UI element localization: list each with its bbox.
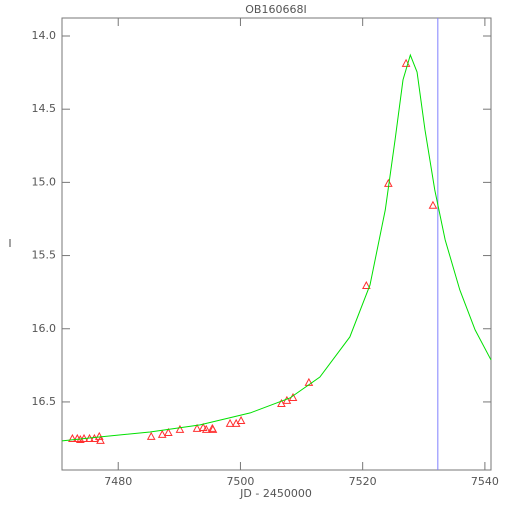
data-point [157, 429, 167, 438]
data-point [96, 435, 105, 444]
chart-title: OB160668I [245, 3, 306, 16]
data-point [192, 423, 202, 432]
data-point [175, 424, 185, 433]
y-tick-label: 16.5 [32, 395, 57, 408]
data-point [68, 433, 77, 442]
data-point [361, 280, 371, 290]
x-tick-label: 7520 [349, 475, 377, 488]
y-tick-label: 15.0 [32, 175, 57, 188]
y-tick-label: 16.0 [32, 322, 57, 335]
y-tick-label: 14.5 [32, 102, 57, 115]
x-tick-label: 7500 [226, 475, 254, 488]
plot-frame [61, 17, 492, 471]
y-tick-label: 14.0 [32, 29, 57, 42]
data-point [201, 424, 211, 433]
model-curve [61, 53, 492, 442]
data-point [163, 427, 173, 436]
data-point [198, 422, 208, 431]
data-point [236, 415, 246, 424]
data-point [428, 200, 438, 209]
data-point [208, 424, 218, 433]
x-tick-label: 7480 [104, 475, 132, 488]
y-axis-label: I [8, 237, 11, 250]
x-tick-label: 7540 [471, 475, 499, 488]
data-point [146, 431, 156, 440]
data-point [304, 377, 314, 386]
y-tick-label: 15.5 [32, 249, 57, 262]
x-axis-label: JD - 2450000 [239, 487, 312, 500]
data-point [225, 418, 235, 427]
